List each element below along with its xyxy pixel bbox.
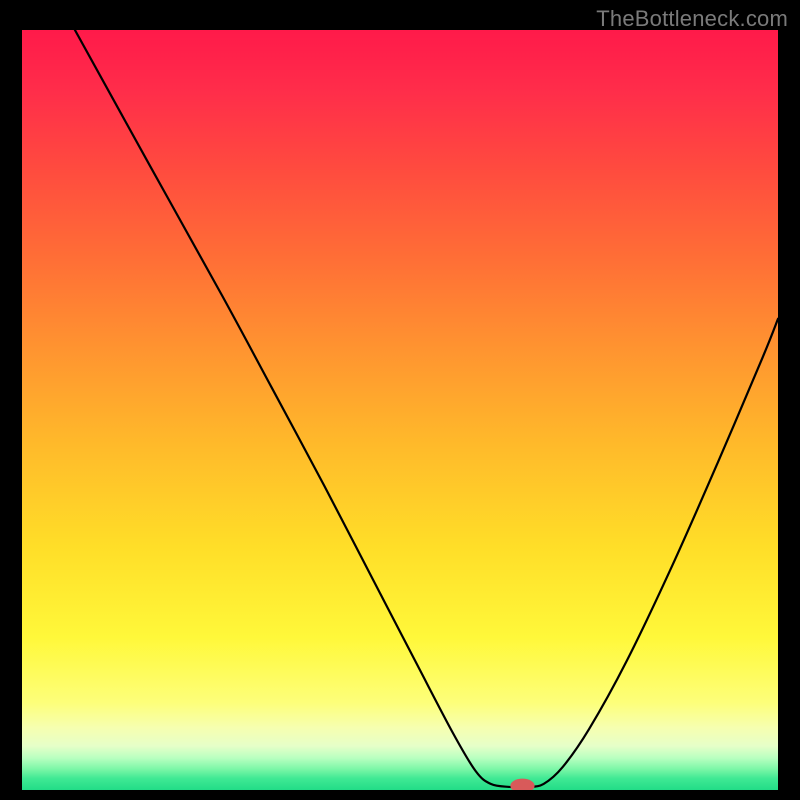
watermark-text: TheBottleneck.com xyxy=(596,6,788,32)
plot-area xyxy=(22,30,778,790)
plot-svg xyxy=(22,30,778,790)
background-gradient xyxy=(22,30,778,790)
